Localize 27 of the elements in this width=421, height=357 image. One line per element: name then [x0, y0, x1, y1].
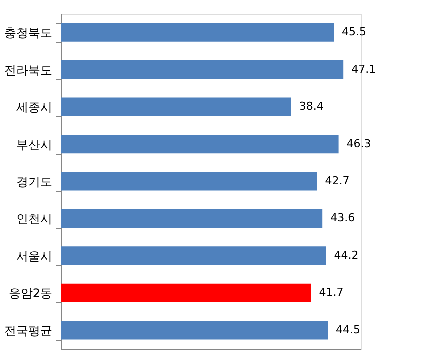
data-label: 47.1: [352, 62, 376, 76]
bar: [61, 284, 312, 302]
bar: [61, 209, 323, 228]
y-tick-label: 인천시: [16, 212, 52, 226]
data-label: 44.2: [334, 248, 359, 262]
data-label: 41.7: [319, 286, 344, 300]
data-label: 38.4: [299, 100, 324, 114]
bar: [61, 172, 318, 191]
y-tick-label: 전라북도: [4, 63, 52, 78]
y-tick-label: 부산시: [16, 138, 52, 152]
data-label: 45.5: [342, 26, 366, 39]
y-tick-label: 서울시: [16, 249, 52, 264]
y-tick-label: 세종시: [16, 100, 52, 115]
y-tick-label: 응암2동: [8, 286, 52, 301]
data-label: 42.7: [325, 174, 350, 188]
bar: [61, 246, 326, 266]
y-tick-label: 충청북도: [4, 26, 52, 40]
bar: [61, 60, 344, 80]
data-label: 46.3: [346, 137, 372, 150]
y-tick-label: 경기도: [16, 175, 52, 189]
bar: [61, 321, 328, 340]
data-label: 44.5: [336, 323, 360, 336]
y-tick-label: 전국평균: [4, 324, 52, 338]
bar: [61, 98, 292, 116]
data-label: 43.6: [330, 212, 356, 225]
bar: [61, 23, 334, 42]
bar: [61, 134, 339, 154]
